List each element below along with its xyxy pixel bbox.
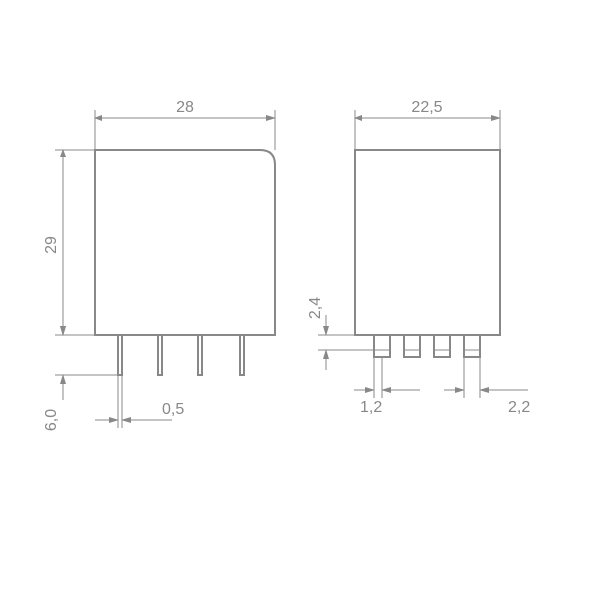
- dim-pin-length: 6,0: [43, 409, 60, 431]
- dim-tab-1p2: 1,2: [360, 399, 382, 416]
- dim-tab-height: 2,4: [307, 297, 324, 319]
- dim-right-width: 22,5: [411, 99, 442, 116]
- dim-pin-width: 0,5: [162, 401, 184, 418]
- dim-tab-2p2: 2,2: [508, 399, 530, 416]
- dim-left-height: 29: [43, 236, 60, 254]
- dim-left-width: 28: [176, 99, 194, 116]
